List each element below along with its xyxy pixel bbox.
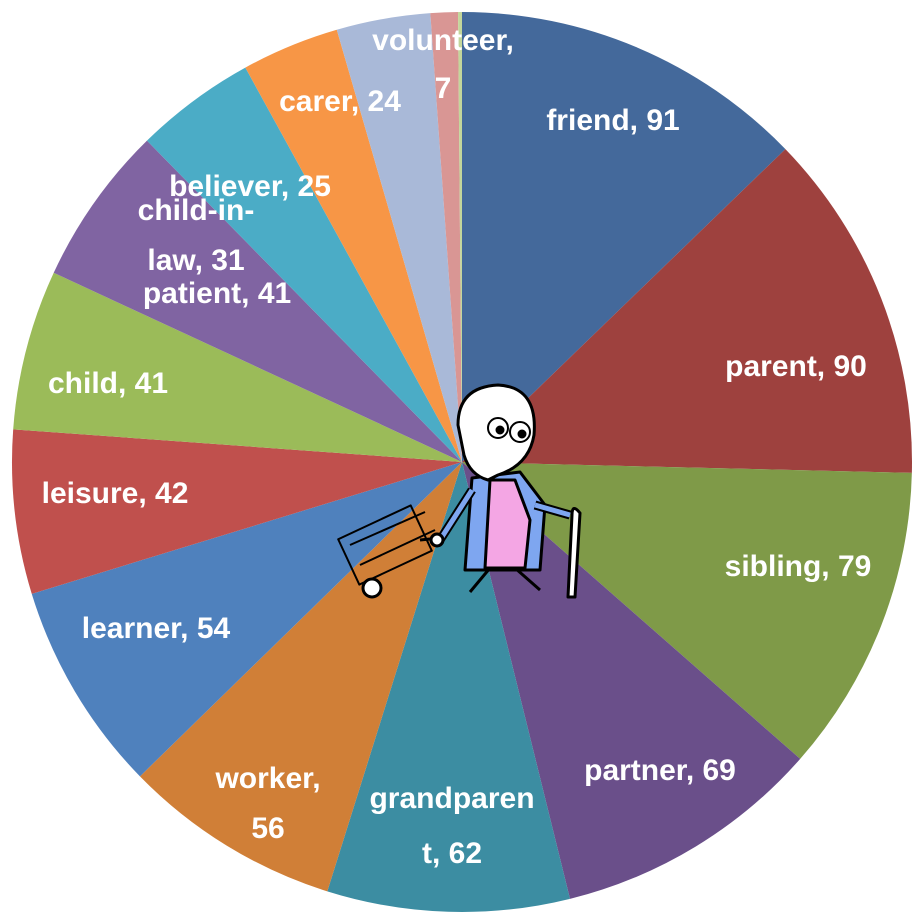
data-label: 7 [435,72,452,105]
data-label: believer, 25 [169,170,331,203]
data-label: volunteer, [372,24,514,57]
data-label: carer, 24 [279,85,401,118]
data-label: friend, 91 [546,104,679,137]
data-label: partner, 69 [584,754,736,787]
data-label: parent, 90 [725,350,867,383]
slices [12,12,912,912]
page: friend, 91 parent, 90 sibling, 79 partner, … [0,0,913,914]
chart: friend, 91 parent, 90 sibling, 79 partner, … [0,0,913,914]
data-label: patient, 41 [143,277,291,310]
data-label: 56 [251,812,284,845]
data-label: t, 62 [422,837,482,870]
data-label: worker, [214,762,320,795]
data-label: law, 31 [147,244,244,277]
data-label: learner, 54 [82,612,231,645]
data-label: sibling, 79 [725,550,872,583]
data-label: leisure, 42 [42,477,189,510]
data-label: grandparen [369,782,534,815]
data-label: child, 41 [48,367,168,400]
